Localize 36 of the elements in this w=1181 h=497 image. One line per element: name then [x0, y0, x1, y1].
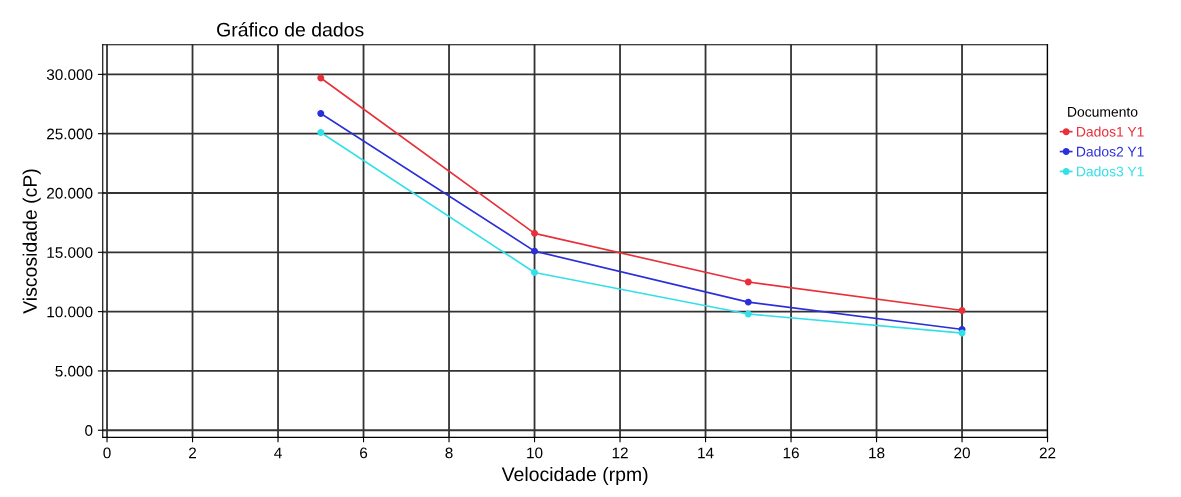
x-tick-label: 8	[445, 447, 453, 459]
x-tick-label: 12	[612, 447, 628, 459]
x-tick-label: 6	[360, 447, 368, 459]
y-tick-label: 30.000	[46, 69, 93, 81]
chart-title: Gráfico de dados	[217, 22, 364, 37]
y-tick-label: 5.000	[55, 365, 93, 377]
x-tick-label: 20	[954, 447, 970, 459]
point	[317, 110, 325, 118]
y-tick-label: 0	[85, 425, 93, 436]
point	[744, 310, 752, 318]
legend-label: Dados3 Y1	[1077, 166, 1144, 177]
x-tick-label: 0	[103, 447, 111, 459]
x-tick-label: 10	[527, 447, 543, 459]
point	[531, 269, 539, 276]
x-tick-label: 14	[698, 447, 714, 459]
point	[531, 247, 539, 255]
y-tick-label: 25.000	[47, 128, 93, 140]
point	[317, 129, 325, 136]
legend-title: Documento	[1068, 107, 1138, 117]
legend-label: Dados1 Y1	[1077, 126, 1144, 137]
point	[531, 229, 539, 237]
point	[744, 298, 752, 306]
point	[317, 74, 325, 82]
x-tick-label: 2	[189, 447, 197, 459]
x-tick-label: 4	[274, 447, 282, 459]
point	[958, 306, 966, 314]
x-tick-label: 22	[1039, 447, 1056, 459]
x-axis-title: Velocidade (rpm)	[501, 466, 648, 486]
x-tick-label: 16	[783, 447, 799, 459]
point	[744, 278, 752, 286]
y-axis-title: Viscosidade (cP)	[22, 169, 41, 314]
x-tick-label: 18	[869, 447, 885, 459]
y-tick-label: 15.000	[47, 247, 93, 258]
legend-label: Dados2 Y1	[1077, 146, 1144, 157]
y-tick-label: 20.000	[47, 187, 93, 199]
y-tick-label: 10.000	[47, 306, 93, 318]
